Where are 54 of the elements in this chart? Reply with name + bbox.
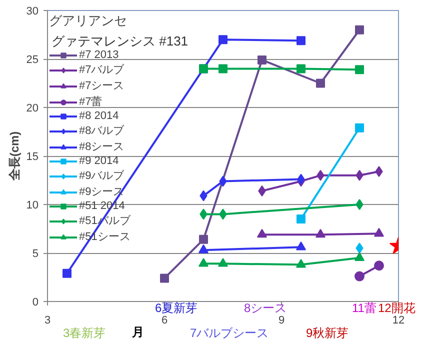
y-tick-label: 15 <box>26 151 39 163</box>
x-tick-label: 6 <box>161 314 168 326</box>
text: 3春新芽 <box>63 326 106 340</box>
annotation: 11蕾 <box>352 301 376 315</box>
text: 7バルブシース <box>190 326 269 340</box>
point <box>258 55 266 64</box>
point <box>296 64 306 74</box>
legend-label: #7シース <box>79 79 124 93</box>
point <box>218 35 228 44</box>
point <box>257 228 267 238</box>
x-tick-label: 9 <box>278 314 285 326</box>
point <box>296 258 306 268</box>
point <box>354 271 364 282</box>
x-tick-label: 12 <box>392 314 405 326</box>
point <box>296 36 306 46</box>
annotation: 8シース <box>244 301 287 315</box>
point <box>198 258 208 267</box>
point <box>218 64 228 74</box>
text: グァテマレンシス #131 <box>52 34 188 48</box>
point <box>374 228 384 237</box>
legend-label: #8バルブ <box>79 124 124 138</box>
y-tick-label: 0 <box>32 296 39 308</box>
point <box>356 199 364 210</box>
point <box>160 274 169 283</box>
legend-label: #7蕾 <box>79 94 102 109</box>
text: 9秋新芽 <box>306 326 349 340</box>
annotation: 6夏新芽 <box>155 301 198 315</box>
point <box>355 65 364 74</box>
chart-title: グアリアンセ <box>49 12 128 30</box>
point <box>316 228 326 238</box>
legend-label: #8 2014 <box>79 110 119 122</box>
point <box>62 268 72 278</box>
legend-label: #8シース <box>79 140 124 154</box>
legend-label: #7 2013 <box>79 49 119 61</box>
x-tick-label: 3 <box>44 314 51 326</box>
point <box>218 258 228 267</box>
point <box>354 252 364 261</box>
point <box>316 78 325 88</box>
x-axis-title: 月 <box>132 325 144 339</box>
y-tick-label: 5 <box>32 248 39 260</box>
point <box>296 214 306 224</box>
y-tick-label: 30 <box>26 6 39 18</box>
legend-label: #9バルブ <box>79 168 124 183</box>
point <box>199 234 208 244</box>
point <box>355 123 364 132</box>
legend-label: #9 2014 <box>79 155 119 167</box>
y-tick-label: 10 <box>26 200 39 212</box>
y-tick-label: 25 <box>26 54 39 66</box>
annotation: 12開花 <box>378 301 416 315</box>
point <box>355 25 364 34</box>
y-axis-title: 全長(cm) <box>7 131 22 182</box>
legend-label: #7バルブ <box>79 62 124 77</box>
point <box>374 260 384 271</box>
y-tick-label: 20 <box>26 102 39 114</box>
